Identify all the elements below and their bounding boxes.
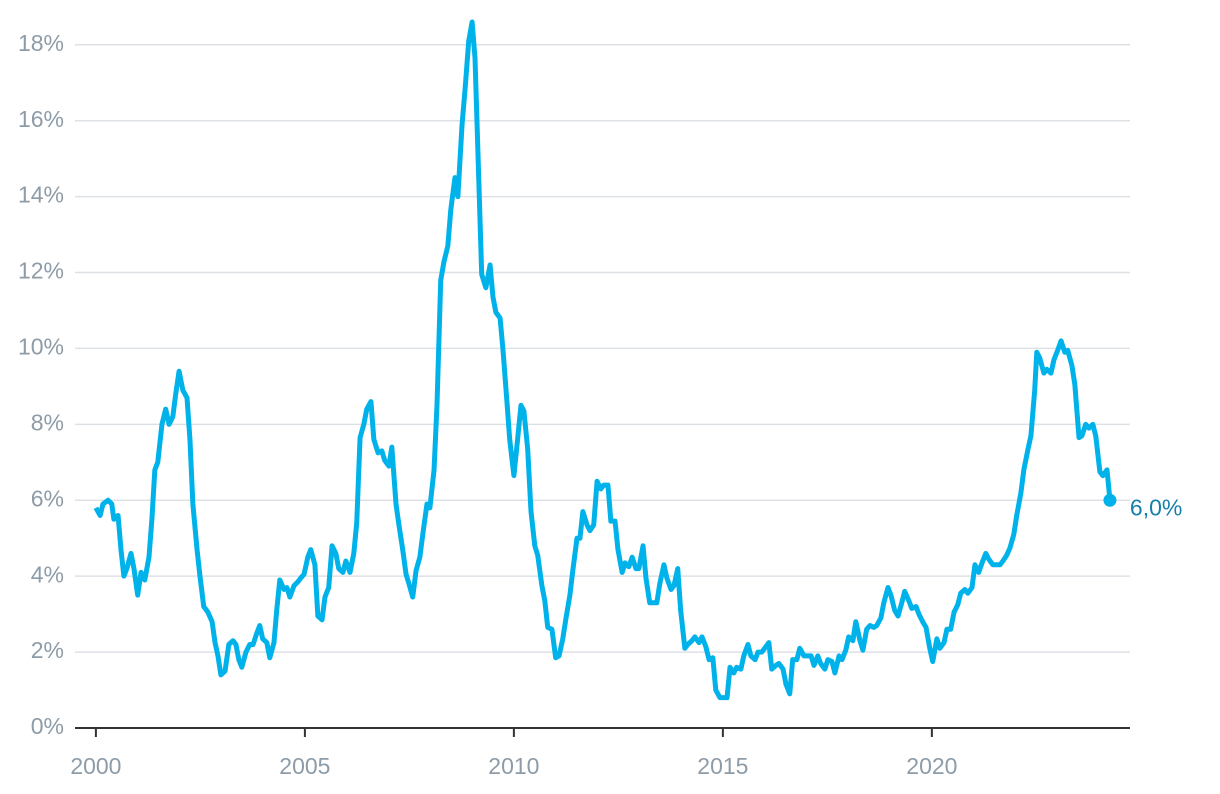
y-tick-label: 16% bbox=[18, 106, 64, 132]
y-tick-label: 10% bbox=[18, 334, 64, 360]
y-tick-label: 0% bbox=[31, 713, 64, 739]
y-tick-label: 4% bbox=[31, 561, 64, 587]
x-tick-label: 2020 bbox=[906, 753, 957, 779]
end-point bbox=[1103, 493, 1117, 507]
line bbox=[93, 19, 1113, 701]
x-tick-label: 2015 bbox=[697, 753, 748, 779]
x-tick-label: 2005 bbox=[279, 753, 330, 779]
y-tick-label: 18% bbox=[18, 30, 64, 56]
y-tick-label: 8% bbox=[31, 409, 64, 435]
y-tick-label: 2% bbox=[31, 637, 64, 663]
y-tick-label: 14% bbox=[18, 182, 64, 208]
x-tick-label: 2010 bbox=[488, 753, 539, 779]
x-tick-label: 2000 bbox=[70, 753, 121, 779]
y-tick-label: 6% bbox=[31, 485, 64, 511]
end-label: 6,0% bbox=[1130, 494, 1182, 520]
y-tick-label: 12% bbox=[18, 258, 64, 284]
